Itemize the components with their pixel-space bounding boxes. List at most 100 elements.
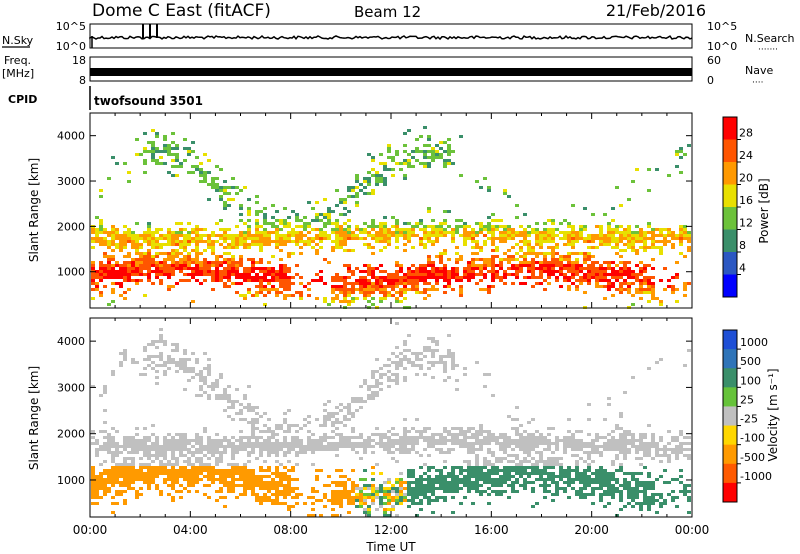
heatmap-cell	[311, 502, 315, 505]
heatmap-cell	[287, 255, 291, 258]
heatmap-cell	[191, 228, 195, 231]
heatmap-cell	[611, 267, 615, 270]
heatmap-cell	[147, 141, 151, 144]
heatmap-cell	[415, 147, 419, 150]
heatmap-cell	[251, 258, 255, 261]
heatmap-cell	[315, 439, 319, 442]
heatmap-cell	[275, 243, 279, 246]
heatmap-cell	[591, 472, 595, 475]
heatmap-cell	[287, 478, 291, 481]
y-tick-label: 1000	[57, 266, 85, 279]
heatmap-cell	[363, 270, 367, 273]
heatmap-cell	[251, 424, 255, 427]
heatmap-cell	[463, 430, 467, 433]
heatmap-cell	[563, 264, 567, 267]
heatmap-cell	[615, 246, 619, 249]
heatmap-cell	[151, 159, 155, 162]
heatmap-cell	[431, 240, 435, 243]
heatmap-cell	[227, 204, 231, 207]
heatmap-cell	[179, 267, 183, 270]
heatmap-cell	[611, 285, 615, 288]
heatmap-cell	[367, 273, 371, 276]
heatmap-cell	[343, 198, 347, 201]
heatmap-cell	[363, 291, 367, 294]
heatmap-cell	[411, 288, 415, 291]
heatmap-cell	[351, 484, 355, 487]
heatmap-cell	[487, 288, 491, 291]
heatmap-cell	[643, 448, 647, 451]
heatmap-cell	[611, 207, 615, 210]
heatmap-cell	[175, 261, 179, 264]
heatmap-cell	[163, 370, 167, 373]
heatmap-cell	[391, 279, 395, 282]
heatmap-cell	[423, 373, 427, 376]
heatmap-cell	[107, 433, 111, 436]
heatmap-cell	[147, 445, 151, 448]
heatmap-cell	[527, 460, 531, 463]
heatmap-cell	[503, 448, 507, 451]
heatmap-cell	[347, 490, 351, 493]
heatmap-cell	[207, 394, 211, 397]
heatmap-cell	[571, 234, 575, 237]
heatmap-cell	[379, 288, 383, 291]
heatmap-cell	[407, 451, 411, 454]
heatmap-cell	[283, 445, 287, 448]
heatmap-cell	[195, 472, 199, 475]
heatmap-cell	[199, 466, 203, 469]
heatmap-cell	[531, 442, 535, 445]
heatmap-cell	[543, 222, 547, 225]
heatmap-cell	[463, 267, 467, 270]
heatmap-cell	[199, 460, 203, 463]
heatmap-cell	[339, 505, 343, 508]
heatmap-cell	[331, 291, 335, 294]
heatmap-cell	[519, 448, 523, 451]
heatmap-cell	[279, 267, 283, 270]
heatmap-cell	[651, 240, 655, 243]
heatmap-cell	[647, 225, 651, 228]
heatmap-cell	[283, 222, 287, 225]
heatmap-cell	[235, 246, 239, 249]
heatmap-cell	[239, 436, 243, 439]
heatmap-cell	[499, 234, 503, 237]
heatmap-cell	[583, 445, 587, 448]
heatmap-cell	[643, 487, 647, 490]
nave-tick-bottom: 0	[707, 74, 714, 87]
heatmap-cell	[487, 448, 491, 451]
heatmap-cell	[219, 273, 223, 276]
heatmap-cell	[495, 466, 499, 469]
heatmap-cell	[499, 258, 503, 261]
heatmap-cell	[211, 177, 215, 180]
heatmap-cell	[231, 243, 235, 246]
heatmap-cell	[627, 270, 631, 273]
heatmap-cell	[567, 270, 571, 273]
heatmap-cell	[563, 442, 567, 445]
heatmap-cell	[175, 237, 179, 240]
heatmap-cell	[423, 282, 427, 285]
heatmap-cell	[555, 276, 559, 279]
heatmap-cell	[431, 445, 435, 448]
heatmap-cell	[499, 240, 503, 243]
heatmap-cell	[231, 463, 235, 466]
heatmap-cell	[295, 454, 299, 457]
heatmap-cell	[683, 153, 687, 156]
heatmap-cell	[279, 237, 283, 240]
heatmap-cell	[299, 225, 303, 228]
heatmap-cell	[583, 291, 587, 294]
heatmap-cell	[559, 258, 563, 261]
heatmap-cell	[259, 499, 263, 502]
heatmap-cell	[567, 430, 571, 433]
heatmap-cell	[387, 168, 391, 171]
heatmap-cell	[207, 385, 211, 388]
heatmap-cell	[559, 231, 563, 234]
heatmap-cell	[155, 276, 159, 279]
heatmap-cell	[287, 430, 291, 433]
heatmap-cell	[259, 436, 263, 439]
heatmap-cell	[567, 472, 571, 475]
heatmap-cell	[91, 237, 95, 240]
heatmap-cell	[415, 352, 419, 355]
heatmap-cell	[171, 267, 175, 270]
heatmap-cell	[647, 424, 651, 427]
heatmap-cell	[91, 261, 95, 264]
heatmap-cell	[583, 267, 587, 270]
heatmap-cell	[227, 472, 231, 475]
